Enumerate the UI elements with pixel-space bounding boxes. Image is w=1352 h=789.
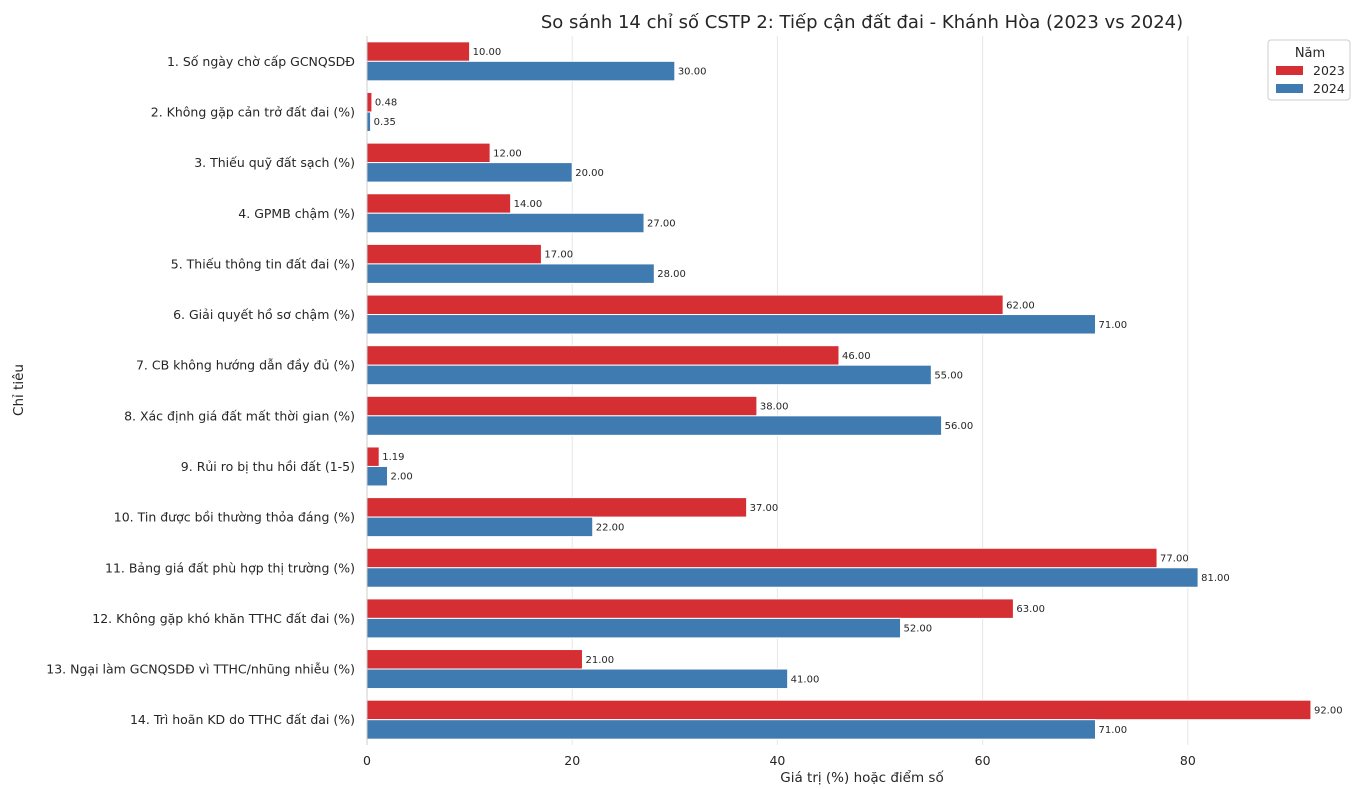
data-label-2023-1: 10.00 [473, 47, 502, 58]
bar-2023-5 [366, 243, 542, 265]
bar-2023-14 [366, 699, 1312, 721]
data-label-2023-5: 17.00 [544, 250, 573, 261]
data-label-2024-10: 22.00 [596, 522, 625, 533]
bar-2023-9 [366, 446, 380, 467]
bar-2024-14 [366, 719, 1096, 740]
y-tick-label: 6. Giải quyết hồ sơ chậm (%) [173, 307, 355, 322]
legend-swatch-2024 [1276, 84, 1303, 93]
bar-2023-6 [366, 294, 1004, 316]
bar-2024-1 [366, 60, 676, 82]
y-tick-label: 10. Tin được bồi thường thỏa đáng (%) [114, 510, 355, 525]
data-label-2023-12: 63.00 [1016, 604, 1045, 615]
bar-2023-2 [366, 91, 373, 113]
grid-layer [366, 36, 1189, 745]
data-label-2024-13: 41.00 [791, 674, 820, 685]
bar-2024-10 [366, 516, 594, 538]
bar-2024-2 [366, 111, 372, 132]
data-label-2024-12: 52.00 [904, 624, 933, 635]
data-label-2024-6: 71.00 [1098, 320, 1127, 331]
x-tick-label: 60 [975, 753, 991, 768]
data-label-2023-4: 14.00 [514, 199, 543, 210]
data-label-2024-3: 20.00 [575, 168, 604, 179]
y-tick-label: 2. Không gặp cản trở đất đai (%) [151, 104, 355, 119]
data-label-2024-11: 81.00 [1201, 573, 1230, 584]
y-tick-label: 8. Xác định giá đất mất thời gian (%) [124, 408, 355, 423]
data-label-2024-14: 71.00 [1098, 725, 1127, 736]
y-tick-label: 12. Không gặp khó khăn TTHC đất đai (%) [92, 611, 355, 626]
x-tick-label: 40 [769, 753, 785, 768]
y-tick-label: 3. Thiếu quỹ đất sạch (%) [194, 155, 355, 170]
legend-swatch-2023 [1276, 66, 1303, 75]
bars-layer [366, 41, 1312, 740]
data-label-2024-1: 30.00 [678, 67, 707, 78]
data-label-2023-14: 92.00 [1314, 705, 1343, 716]
y-tick-label: 5. Thiếu thông tin đất đai (%) [171, 256, 355, 271]
data-label-2024-5: 28.00 [657, 269, 686, 280]
axes-layer: 0 20 40 60 80 1. Số ngày chờ cấp GCNQSDĐ 2. Kh… [46, 36, 1196, 768]
bar-2024-11 [366, 567, 1199, 588]
bar-2023-11 [366, 547, 1158, 569]
data-label-2024-9: 2.00 [391, 472, 413, 483]
data-label-2023-13: 21.00 [585, 655, 614, 666]
x-tick-label: 80 [1180, 753, 1196, 768]
data-label-2024-8: 56.00 [945, 421, 974, 432]
bar-2024-13 [366, 668, 789, 690]
data-label-2023-9: 1.19 [382, 452, 404, 463]
y-tick-label: 13. Ngại làm GCNQSDĐ vì TTHC/nhũng nhiễu… [46, 662, 355, 677]
data-label-2024-4: 27.00 [647, 219, 676, 230]
chart-title: So sánh 14 chỉ số CSTP 2: Tiếp cận đất đ… [541, 12, 1183, 33]
bar-2024-12 [366, 617, 902, 639]
data-label-2023-10: 37.00 [750, 503, 779, 514]
y-tick-label: 9. Rủi ro bị thu hồi đất (1-5) [181, 459, 355, 474]
bar-2023-8 [366, 395, 758, 417]
bar-2024-8 [366, 415, 943, 436]
x-tick-label: 0 [363, 753, 371, 768]
bar-2023-3 [366, 142, 491, 164]
bar-2024-7 [366, 364, 932, 386]
data-label-2023-3: 12.00 [493, 148, 522, 159]
bar-2024-4 [366, 212, 645, 234]
bar-2023-13 [366, 649, 583, 670]
bar-2023-1 [366, 41, 471, 62]
bar-2023-10 [366, 497, 748, 518]
bar-2024-6 [366, 314, 1096, 335]
data-label-2023-7: 46.00 [842, 351, 871, 362]
data-label-2023-6: 62.00 [1006, 300, 1035, 311]
y-tick-label: 11. Bảng giá đất phù hợp thị trường (%) [105, 560, 355, 575]
legend-label-2024: 2024 [1313, 81, 1345, 96]
x-axis-title: Giá trị (%) hoặc điểm số [780, 769, 944, 785]
data-label-2023-11: 77.00 [1160, 554, 1189, 565]
y-tick-label: 4. GPMB chậm (%) [238, 206, 355, 221]
data-label-2023-8: 38.00 [760, 402, 789, 413]
legend-label-2023: 2023 [1313, 63, 1345, 78]
y-tick-label: 1. Số ngày chờ cấp GCNQSDĐ [167, 54, 355, 69]
bar-2024-3 [366, 162, 573, 183]
bar-2024-9 [366, 465, 389, 487]
bar-2023-4 [366, 193, 512, 214]
bar-2023-12 [366, 598, 1014, 619]
legend-items: 2023 2024 [1276, 63, 1345, 96]
bar-2024-5 [366, 263, 655, 284]
data-labels-layer: 10.00 0.48 12.00 14.00 17.00 62.00 46.00 38.00 1… [374, 47, 1343, 736]
legend-title: Năm [1295, 46, 1325, 61]
y-axis-title: Chỉ tiêu [11, 364, 27, 416]
y-tick-label: 14. Trì hoãn KD do TTHC đất đai (%) [130, 712, 355, 727]
data-label-2024-2: 0.35 [374, 117, 396, 128]
data-label-2024-7: 55.00 [934, 370, 963, 381]
x-tick-label: 20 [564, 753, 580, 768]
bar-2023-7 [366, 345, 840, 366]
y-tick-label: 7. CB không hướng dẫn đầy đủ (%) [136, 358, 355, 373]
data-label-2023-2: 0.48 [375, 98, 397, 109]
legend: Năm 2023 2024 [1267, 39, 1351, 101]
